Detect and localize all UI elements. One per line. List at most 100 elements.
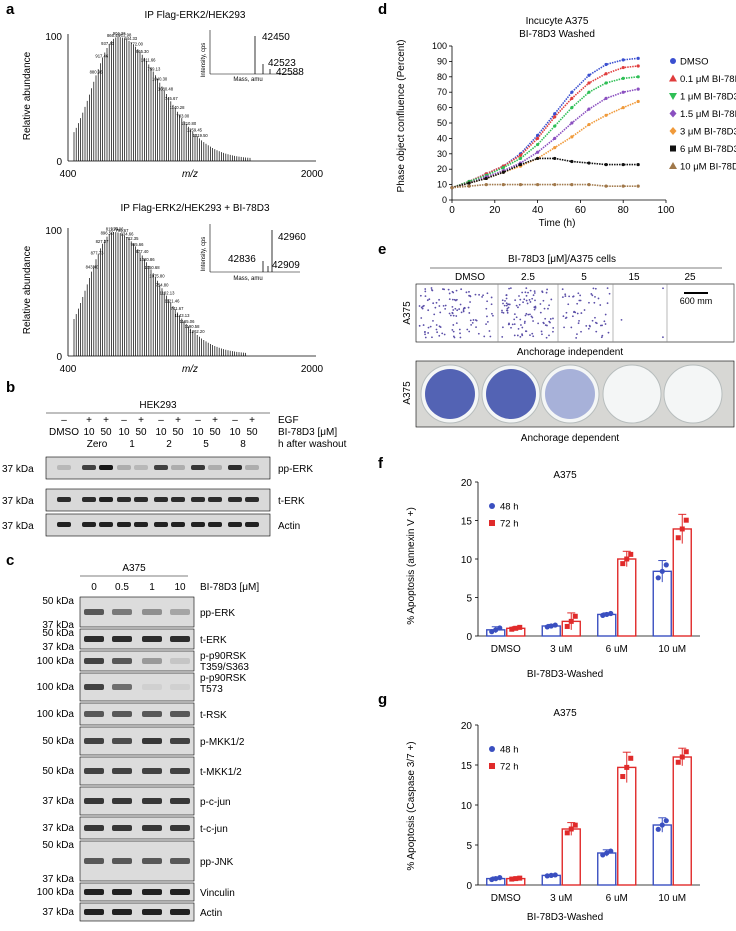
- x-tick-label: 60: [575, 205, 587, 216]
- conc-label: 10: [174, 582, 186, 593]
- panel-d: d Incucyte A375 BI-78D3 Washed Phase obj…: [378, 1, 736, 229]
- replicate-point: [620, 774, 626, 780]
- data-point: [570, 183, 574, 187]
- protein-label: pp-ERK: [278, 464, 313, 475]
- peak-label: 1080.48: [158, 86, 174, 91]
- blot-c-bi-label: BI-78D3 [μM]: [200, 582, 259, 593]
- data-point: [621, 106, 625, 110]
- replicate-point: [489, 629, 495, 635]
- conc-label: 50: [100, 427, 112, 438]
- colony: [435, 301, 438, 304]
- y-tick-label: 15: [461, 517, 473, 528]
- data-point: [570, 159, 574, 164]
- colony: [515, 316, 518, 319]
- colony: [513, 318, 516, 321]
- replicate-point: [600, 852, 606, 858]
- colony: [490, 296, 493, 299]
- colony: [570, 326, 573, 329]
- peak-label: 944.33: [124, 36, 137, 41]
- blot-band: [245, 465, 259, 470]
- kda-label: 50 kDa: [42, 736, 74, 747]
- egf-sign: –: [121, 415, 127, 426]
- bar: [672, 528, 692, 637]
- blot-b-washout-row: Zero 1 2 5 8: [87, 439, 247, 450]
- data-point: [450, 186, 454, 190]
- colony: [424, 333, 426, 336]
- spectrum-bottom-peak-labels: 843.40 877.73 827.37 896.50811.73916.06795.…: [86, 226, 206, 334]
- colony: [531, 316, 534, 319]
- blot-band: [134, 465, 148, 470]
- blot-band: [57, 522, 71, 527]
- colony: [508, 322, 510, 325]
- colony: [438, 325, 441, 328]
- colony: [511, 323, 514, 326]
- x-tick-label: 100: [658, 205, 675, 216]
- colony: [462, 310, 465, 313]
- kda-label: 50 kDa: [42, 840, 74, 851]
- colony: [427, 326, 430, 329]
- colony: [472, 319, 475, 321]
- colony: [459, 303, 462, 306]
- data-point: [536, 183, 540, 187]
- data-point: [501, 170, 505, 174]
- colony: [486, 315, 488, 318]
- blot-band: [84, 768, 104, 774]
- replicate-point: [608, 848, 614, 854]
- y-tick-label: 100: [432, 41, 447, 51]
- inset-top-ylabel: Intensity, cps: [201, 43, 207, 78]
- blot-band: [57, 497, 71, 502]
- colony: [451, 329, 454, 331]
- replicate-point: [493, 627, 499, 633]
- blot-b-egf-row: – + + – + – + – + – +: [61, 415, 255, 426]
- plates-e-dependent-wells: [420, 364, 723, 424]
- data-point: [604, 184, 608, 188]
- kda-label: 37 kDa: [42, 874, 74, 885]
- colony: [501, 299, 504, 302]
- blot-band: [170, 711, 190, 717]
- replicate-point: [628, 755, 634, 761]
- panel-b: b HEK293 – + + – + – + – + – + EGF DMSO 10 50 10 50 10 5…: [2, 379, 347, 537]
- replicate-point: [489, 876, 495, 883]
- colony: [575, 337, 578, 339]
- data-point: [553, 146, 557, 150]
- conc-label: 50: [209, 427, 221, 438]
- replicate-point: [497, 875, 503, 881]
- colony: [531, 332, 534, 335]
- blot-band: [84, 658, 104, 664]
- legend-label: 1.5 μM BI-78D3: [680, 109, 736, 120]
- replicate-point: [544, 873, 550, 879]
- peak-label: 937.40: [101, 41, 114, 46]
- colony: [578, 320, 580, 322]
- spectrum-bottom-inset: Intensity, cps Mass, amu 42960 42836 429…: [201, 224, 306, 282]
- category-label: 10 uM: [658, 893, 686, 904]
- conc-label: 10: [83, 427, 95, 438]
- blot-band: [142, 609, 162, 615]
- colony: [468, 294, 470, 297]
- blot-band: [208, 465, 222, 470]
- colony: [561, 296, 564, 299]
- category-label: 3 uM: [550, 644, 572, 655]
- kda-label: 37 kDa: [42, 796, 74, 807]
- replicate-point: [683, 749, 689, 755]
- colony: [529, 334, 531, 337]
- colony: [459, 336, 462, 339]
- data-point: [621, 76, 625, 80]
- legend-marker: [489, 503, 495, 509]
- colony: [465, 291, 468, 294]
- legend-label: 48 h: [500, 745, 519, 756]
- colony: [597, 297, 600, 300]
- data-point: [636, 64, 640, 68]
- data-point: [636, 184, 640, 188]
- data-point: [621, 58, 625, 62]
- plates-e-row-label-bottom: A375: [402, 381, 413, 405]
- y-tick-label: 10: [461, 555, 473, 566]
- spectrum-top-peak-labels: 880.96 917.46 937.40 866.48904.26922.98944.…: [90, 31, 209, 138]
- colony: [529, 301, 532, 303]
- protein-label: p-p90RSK: [200, 651, 246, 662]
- data-point: [604, 96, 608, 100]
- bar: [561, 828, 581, 886]
- protein-label: t-RSK: [200, 710, 227, 721]
- colony: [594, 316, 596, 319]
- replicate-point: [624, 556, 630, 562]
- peak-label: 1210.80: [181, 121, 197, 126]
